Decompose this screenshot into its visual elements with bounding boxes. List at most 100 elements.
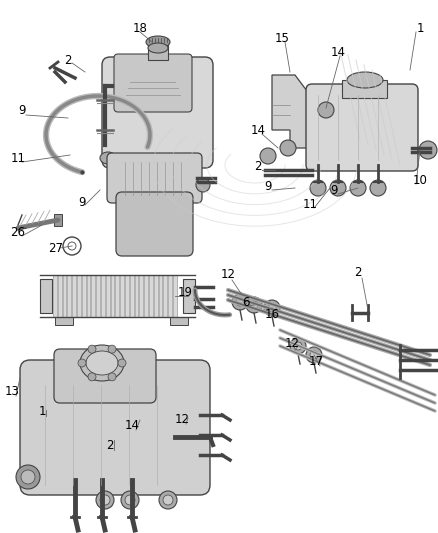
FancyBboxPatch shape [163, 275, 167, 317]
Text: 9: 9 [78, 196, 85, 208]
Text: 1: 1 [38, 406, 46, 418]
FancyBboxPatch shape [54, 214, 62, 226]
Ellipse shape [146, 36, 170, 48]
Ellipse shape [86, 351, 118, 375]
Text: 10: 10 [412, 174, 427, 187]
Text: 11: 11 [11, 151, 25, 165]
Text: 13: 13 [4, 385, 19, 399]
FancyBboxPatch shape [139, 275, 143, 317]
FancyBboxPatch shape [53, 275, 57, 317]
FancyBboxPatch shape [173, 275, 177, 317]
Text: 2: 2 [353, 265, 361, 279]
Ellipse shape [346, 72, 382, 88]
Ellipse shape [148, 43, 168, 53]
Ellipse shape [96, 491, 114, 509]
FancyBboxPatch shape [67, 275, 71, 317]
FancyBboxPatch shape [91, 275, 95, 317]
FancyBboxPatch shape [110, 275, 114, 317]
FancyBboxPatch shape [40, 279, 52, 313]
Ellipse shape [78, 359, 86, 367]
FancyBboxPatch shape [114, 54, 191, 112]
Ellipse shape [100, 495, 110, 505]
FancyBboxPatch shape [115, 275, 119, 317]
Text: 9: 9 [264, 180, 271, 192]
Ellipse shape [108, 345, 116, 353]
Text: 27: 27 [48, 241, 64, 254]
FancyBboxPatch shape [158, 275, 162, 317]
FancyBboxPatch shape [20, 360, 209, 495]
Ellipse shape [80, 345, 124, 381]
Polygon shape [272, 75, 309, 148]
FancyBboxPatch shape [125, 275, 128, 317]
Ellipse shape [293, 342, 301, 350]
Ellipse shape [88, 373, 96, 381]
Ellipse shape [121, 491, 139, 509]
FancyBboxPatch shape [106, 275, 110, 317]
Ellipse shape [249, 301, 258, 309]
Ellipse shape [16, 465, 40, 489]
FancyBboxPatch shape [116, 192, 193, 256]
Text: 11: 11 [302, 198, 317, 211]
Ellipse shape [245, 297, 261, 313]
Text: 14: 14 [330, 45, 345, 59]
FancyBboxPatch shape [63, 275, 66, 317]
Ellipse shape [231, 294, 247, 310]
FancyBboxPatch shape [170, 317, 187, 325]
Ellipse shape [159, 491, 177, 509]
Ellipse shape [369, 180, 385, 196]
Ellipse shape [21, 470, 35, 484]
FancyBboxPatch shape [96, 275, 100, 317]
Ellipse shape [125, 495, 135, 505]
FancyBboxPatch shape [101, 275, 105, 317]
Ellipse shape [259, 148, 276, 164]
Ellipse shape [418, 141, 436, 159]
Text: 15: 15 [274, 31, 289, 44]
Text: 14: 14 [124, 419, 139, 432]
Ellipse shape [162, 495, 173, 505]
Ellipse shape [118, 359, 126, 367]
Text: 16: 16 [264, 308, 279, 320]
FancyBboxPatch shape [81, 275, 85, 317]
Ellipse shape [267, 304, 276, 312]
Ellipse shape [290, 338, 305, 354]
Text: 19: 19 [177, 286, 192, 298]
Ellipse shape [305, 347, 321, 363]
FancyBboxPatch shape [134, 275, 138, 317]
FancyBboxPatch shape [341, 80, 386, 98]
FancyBboxPatch shape [86, 275, 90, 317]
Text: 26: 26 [11, 225, 25, 238]
Text: 12: 12 [284, 337, 299, 351]
FancyBboxPatch shape [183, 279, 194, 313]
Text: 14: 14 [250, 124, 265, 136]
Text: 2: 2 [254, 159, 261, 173]
Ellipse shape [100, 152, 116, 164]
Ellipse shape [88, 345, 96, 353]
Text: 1: 1 [415, 21, 423, 35]
FancyBboxPatch shape [120, 275, 124, 317]
Ellipse shape [349, 180, 365, 196]
Text: 9: 9 [18, 103, 26, 117]
Text: 17: 17 [308, 356, 323, 368]
Ellipse shape [263, 300, 279, 316]
Ellipse shape [309, 351, 317, 359]
FancyBboxPatch shape [58, 275, 61, 317]
FancyBboxPatch shape [102, 57, 212, 168]
Ellipse shape [309, 180, 325, 196]
Text: 2: 2 [106, 440, 113, 453]
FancyBboxPatch shape [305, 84, 417, 171]
Text: 6: 6 [242, 295, 249, 309]
FancyBboxPatch shape [148, 42, 168, 60]
Text: 2: 2 [64, 53, 71, 67]
FancyBboxPatch shape [148, 275, 152, 317]
FancyBboxPatch shape [153, 275, 157, 317]
Text: 12: 12 [174, 414, 189, 426]
Ellipse shape [236, 298, 244, 306]
FancyBboxPatch shape [55, 317, 73, 325]
FancyBboxPatch shape [130, 275, 133, 317]
FancyBboxPatch shape [54, 349, 155, 403]
FancyBboxPatch shape [168, 275, 172, 317]
Ellipse shape [108, 373, 116, 381]
Ellipse shape [195, 178, 209, 192]
Text: 9: 9 [329, 183, 337, 197]
Text: 12: 12 [220, 269, 235, 281]
